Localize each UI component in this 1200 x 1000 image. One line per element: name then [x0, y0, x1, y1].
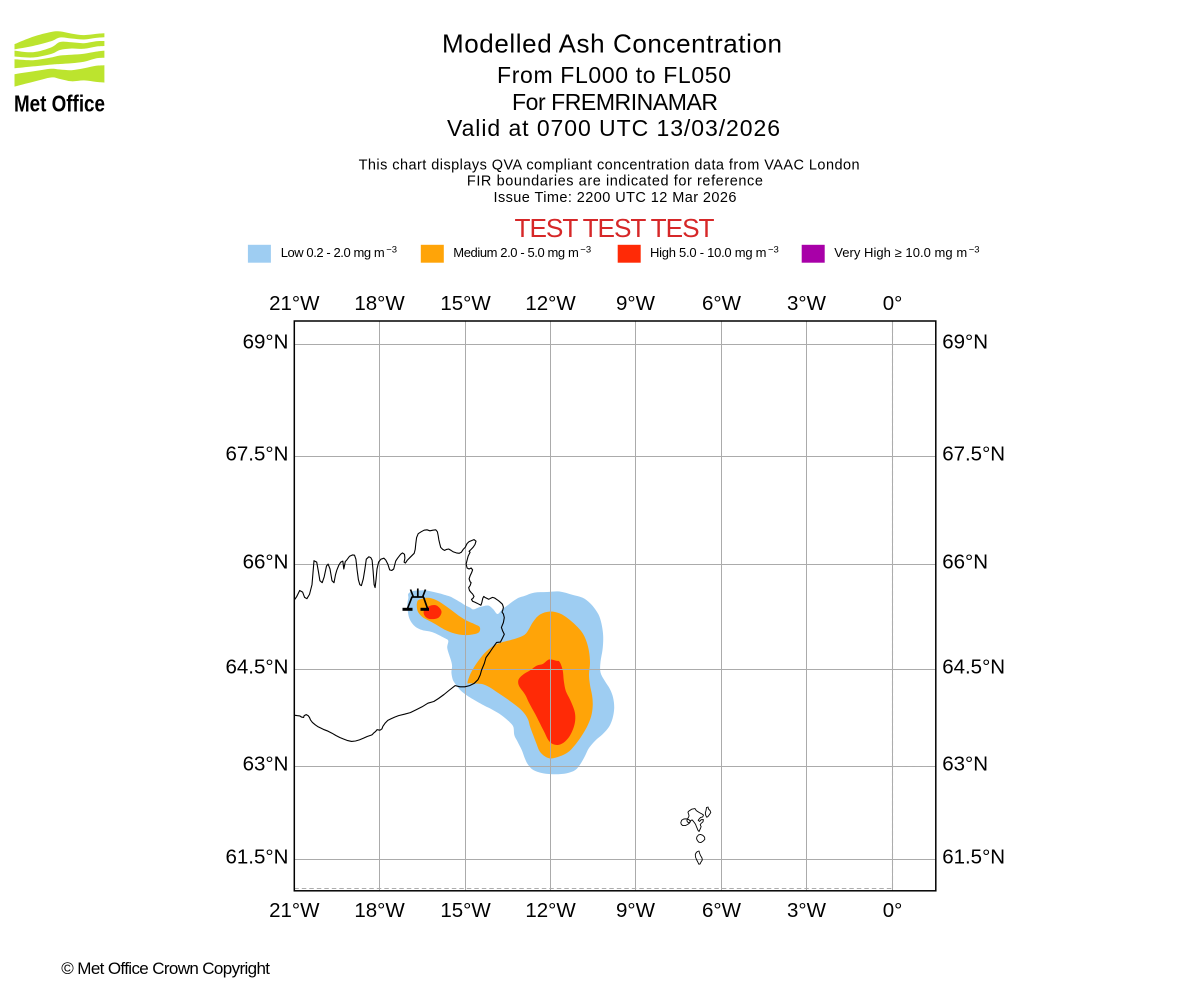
svg-text:61.5°N: 61.5°N: [225, 846, 288, 869]
svg-text:© Met Office Crown Copyright: © Met Office Crown Copyright: [61, 959, 270, 978]
svg-text:9°W: 9°W: [616, 899, 656, 922]
svg-text:−3: −3: [386, 245, 397, 256]
svg-text:TEST TEST TEST: TEST TEST TEST: [515, 213, 715, 243]
svg-text:Medium 2.0 - 5.0 mg m: Medium 2.0 - 5.0 mg m: [453, 245, 579, 260]
svg-text:12°W: 12°W: [525, 899, 576, 922]
svg-text:Valid at 0700 UTC 13/03/2026: Valid at 0700 UTC 13/03/2026: [447, 115, 780, 141]
svg-text:9°W: 9°W: [616, 292, 656, 315]
svg-text:0°: 0°: [883, 292, 903, 315]
svg-text:3°W: 3°W: [787, 899, 827, 922]
svg-text:6°W: 6°W: [702, 899, 742, 922]
svg-text:−3: −3: [768, 245, 779, 256]
svg-text:18°W: 18°W: [354, 899, 405, 922]
svg-text:6°W: 6°W: [702, 292, 742, 315]
svg-text:69°N: 69°N: [243, 331, 289, 354]
svg-text:−3: −3: [969, 245, 980, 256]
svg-text:From FL000 to FL050: From FL000 to FL050: [497, 62, 731, 88]
svg-text:Issue Time: 2200 UTC 12 Mar 20: Issue Time: 2200 UTC 12 Mar 2026: [494, 190, 737, 206]
svg-text:15°W: 15°W: [440, 899, 491, 922]
svg-text:Modelled Ash Concentration: Modelled Ash Concentration: [442, 29, 782, 59]
svg-text:64.5°N: 64.5°N: [942, 656, 1005, 679]
svg-text:66°N: 66°N: [243, 551, 289, 574]
svg-text:61.5°N: 61.5°N: [942, 846, 1005, 869]
svg-text:0°: 0°: [883, 899, 903, 922]
svg-text:66°N: 66°N: [942, 551, 988, 574]
svg-text:69°N: 69°N: [942, 331, 988, 354]
svg-text:Met Office: Met Office: [14, 90, 105, 116]
svg-text:63°N: 63°N: [243, 753, 289, 776]
svg-text:This chart displays QVA compli: This chart displays QVA compliant concen…: [359, 157, 860, 173]
svg-text:67.5°N: 67.5°N: [942, 443, 1005, 466]
svg-text:Low 0.2 - 2.0 mg m: Low 0.2 - 2.0 mg m: [281, 245, 385, 260]
svg-text:67.5°N: 67.5°N: [225, 443, 288, 466]
svg-text:For FREMRINAMAR: For FREMRINAMAR: [512, 89, 718, 115]
svg-text:15°W: 15°W: [440, 292, 491, 315]
svg-text:63°N: 63°N: [942, 753, 988, 776]
svg-text:FIR boundaries are indicated f: FIR boundaries are indicated for referen…: [467, 173, 763, 189]
svg-text:−3: −3: [580, 245, 591, 256]
svg-text:21°W: 21°W: [269, 292, 320, 315]
svg-text:Very High ≥ 10.0 mg m: Very High ≥ 10.0 mg m: [834, 245, 967, 260]
svg-text:18°W: 18°W: [354, 292, 405, 315]
svg-text:3°W: 3°W: [787, 292, 827, 315]
svg-text:12°W: 12°W: [525, 292, 576, 315]
svg-text:64.5°N: 64.5°N: [225, 656, 288, 679]
svg-text:High 5.0 - 10.0 mg m: High 5.0 - 10.0 mg m: [650, 245, 767, 260]
svg-text:21°W: 21°W: [269, 899, 320, 922]
